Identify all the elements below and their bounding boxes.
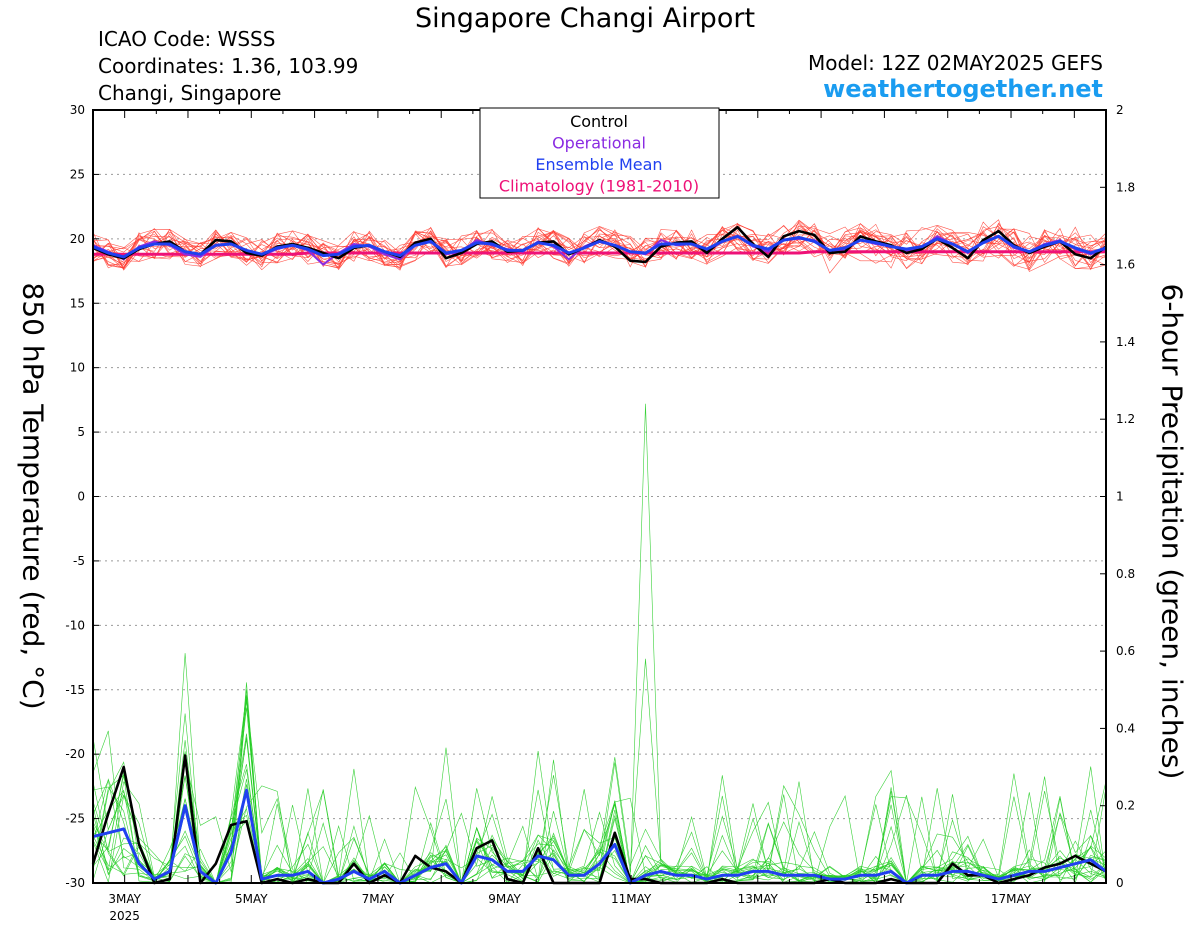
x-tick-label: 11MAY	[611, 892, 652, 906]
y-tick-label-right: 1.2	[1116, 412, 1135, 426]
axes: 302520151050-5-10-15-20-25-3021.81.61.41…	[65, 103, 1135, 923]
temperature-member-line	[92, 227, 1107, 269]
location-name: Changi, Singapore	[98, 81, 282, 105]
x-tick-label: 15MAY	[864, 892, 905, 906]
precipitation-member-line	[92, 698, 1107, 884]
temperature-member-line	[92, 224, 1107, 269]
x-tick-label: 3MAY	[108, 892, 141, 906]
temperature-member-line	[92, 222, 1107, 268]
site-link[interactable]: weathertogether.net	[823, 75, 1103, 103]
y-tick-label-right: 1.6	[1116, 258, 1135, 272]
temperature-member-line	[92, 219, 1107, 270]
y-tick-label-right: 1.4	[1116, 335, 1135, 349]
grid-lines	[93, 173, 1106, 820]
ensemble-members	[92, 219, 1107, 884]
y-tick-label-left: -30	[65, 876, 85, 890]
precipitation-member-line	[92, 759, 1107, 884]
legend-entry: Climatology (1981-2010)	[499, 177, 699, 196]
temperature-member-line	[92, 223, 1107, 271]
x-tick-label: 7MAY	[362, 892, 395, 906]
precipitation-member-line	[92, 658, 1107, 884]
y-tick-label-right: 2	[1116, 103, 1124, 117]
coordinates: Coordinates: 1.36, 103.99	[98, 54, 359, 78]
x-year-label: 2025	[109, 909, 140, 923]
x-tick-label: 9MAY	[488, 892, 521, 906]
y-tick-label-right: 1	[1116, 490, 1124, 504]
y-tick-label-left: 0	[77, 490, 85, 504]
y-tick-label-left: -10	[65, 618, 85, 632]
legend-entry: Ensemble Mean	[535, 155, 662, 174]
y-tick-label-left: -15	[65, 683, 85, 697]
ensemble-mean-temperature-line	[92, 234, 1107, 259]
y-tick-label-left: 25	[70, 167, 85, 181]
y-tick-label-right: 0.6	[1116, 644, 1135, 658]
y-tick-label-right: 0.2	[1116, 799, 1135, 813]
main-series	[91, 225, 1107, 885]
chart-title: Singapore Changi Airport	[414, 3, 756, 34]
legend-entry: Control	[570, 112, 628, 131]
temperature-member-line	[92, 220, 1107, 265]
y-tick-label-left: 10	[70, 361, 85, 375]
y-tick-label-right: 1.8	[1116, 180, 1135, 194]
model-run: Model: 12Z 02MAY2025 GEFS	[808, 51, 1103, 75]
y-tick-label-left: 15	[70, 296, 85, 310]
legend-entry: Operational	[552, 134, 646, 153]
y-tick-label-left: 30	[70, 103, 85, 117]
legend-box	[479, 107, 720, 199]
temperature-member-line	[92, 224, 1107, 269]
y-tick-label-right: 0	[1116, 876, 1124, 890]
y-tick-label-left: 5	[77, 425, 85, 439]
y-tick-label-right: 0.4	[1116, 721, 1135, 735]
y-tick-label-left: -20	[65, 747, 85, 761]
temperature-member-line	[92, 225, 1107, 272]
temperature-member-line	[92, 223, 1107, 270]
icao-code: ICAO Code: WSSS	[98, 27, 276, 51]
x-tick-label: 17MAY	[991, 892, 1032, 906]
x-tick-label: 13MAY	[738, 892, 779, 906]
y-tick-label-right: 0.8	[1116, 567, 1135, 581]
x-tick-label: 5MAY	[235, 892, 268, 906]
y-tick-label-left: -25	[65, 812, 85, 826]
legend: Control Operational Ensemble Mean Climatolo…	[479, 107, 720, 199]
ensemble-mean-precipitation-line	[92, 788, 1107, 885]
y-tick-label-left: -5	[73, 554, 85, 568]
y-tick-label-left: 20	[70, 232, 85, 246]
